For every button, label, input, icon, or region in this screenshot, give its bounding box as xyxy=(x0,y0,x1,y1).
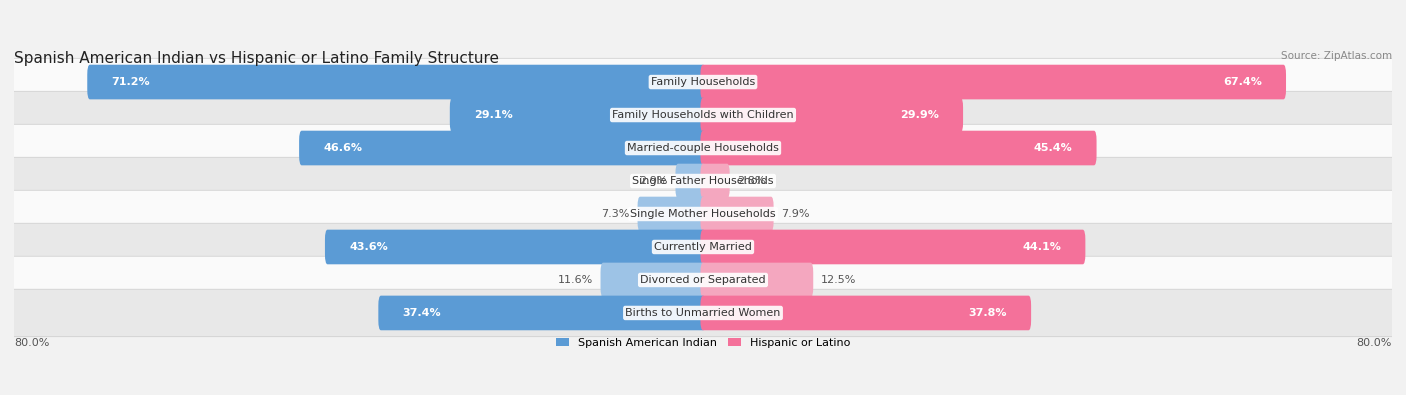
Text: Currently Married: Currently Married xyxy=(654,242,752,252)
FancyBboxPatch shape xyxy=(11,223,1395,271)
Text: 11.6%: 11.6% xyxy=(558,275,593,285)
Text: 29.9%: 29.9% xyxy=(900,110,939,120)
Text: Single Father Households: Single Father Households xyxy=(633,176,773,186)
Text: 37.4%: 37.4% xyxy=(402,308,441,318)
FancyBboxPatch shape xyxy=(700,131,1097,166)
Text: 37.8%: 37.8% xyxy=(969,308,1007,318)
FancyBboxPatch shape xyxy=(11,157,1395,205)
FancyBboxPatch shape xyxy=(700,164,730,198)
Text: 46.6%: 46.6% xyxy=(323,143,363,153)
Text: Family Households: Family Households xyxy=(651,77,755,87)
FancyBboxPatch shape xyxy=(700,65,1286,100)
FancyBboxPatch shape xyxy=(700,263,813,297)
Text: 2.9%: 2.9% xyxy=(640,176,668,186)
Legend: Spanish American Indian, Hispanic or Latino: Spanish American Indian, Hispanic or Lat… xyxy=(555,338,851,348)
FancyBboxPatch shape xyxy=(11,289,1395,337)
FancyBboxPatch shape xyxy=(700,197,773,231)
Text: Married-couple Households: Married-couple Households xyxy=(627,143,779,153)
Text: Source: ZipAtlas.com: Source: ZipAtlas.com xyxy=(1281,51,1392,61)
FancyBboxPatch shape xyxy=(325,229,706,264)
Text: 7.9%: 7.9% xyxy=(782,209,810,219)
Text: Births to Unmarried Women: Births to Unmarried Women xyxy=(626,308,780,318)
Text: 44.1%: 44.1% xyxy=(1022,242,1062,252)
FancyBboxPatch shape xyxy=(378,295,706,330)
FancyBboxPatch shape xyxy=(600,263,706,297)
FancyBboxPatch shape xyxy=(299,131,706,166)
Text: 80.0%: 80.0% xyxy=(14,338,49,348)
Text: 12.5%: 12.5% xyxy=(821,275,856,285)
Text: 71.2%: 71.2% xyxy=(111,77,150,87)
Text: 29.1%: 29.1% xyxy=(474,110,513,120)
Text: 80.0%: 80.0% xyxy=(1357,338,1392,348)
FancyBboxPatch shape xyxy=(11,124,1395,172)
FancyBboxPatch shape xyxy=(700,295,1031,330)
FancyBboxPatch shape xyxy=(11,91,1395,139)
FancyBboxPatch shape xyxy=(11,190,1395,238)
Text: Family Households with Children: Family Households with Children xyxy=(612,110,794,120)
Text: 43.6%: 43.6% xyxy=(349,242,388,252)
FancyBboxPatch shape xyxy=(11,58,1395,106)
Text: 45.4%: 45.4% xyxy=(1033,143,1073,153)
FancyBboxPatch shape xyxy=(87,65,706,100)
FancyBboxPatch shape xyxy=(700,229,1085,264)
Text: Spanish American Indian vs Hispanic or Latino Family Structure: Spanish American Indian vs Hispanic or L… xyxy=(14,51,499,66)
FancyBboxPatch shape xyxy=(637,197,706,231)
Text: 2.8%: 2.8% xyxy=(738,176,766,186)
FancyBboxPatch shape xyxy=(450,98,706,132)
FancyBboxPatch shape xyxy=(675,164,706,198)
FancyBboxPatch shape xyxy=(11,256,1395,304)
Text: Divorced or Separated: Divorced or Separated xyxy=(640,275,766,285)
FancyBboxPatch shape xyxy=(700,98,963,132)
Text: Single Mother Households: Single Mother Households xyxy=(630,209,776,219)
Text: 7.3%: 7.3% xyxy=(602,209,630,219)
Text: 67.4%: 67.4% xyxy=(1223,77,1263,87)
